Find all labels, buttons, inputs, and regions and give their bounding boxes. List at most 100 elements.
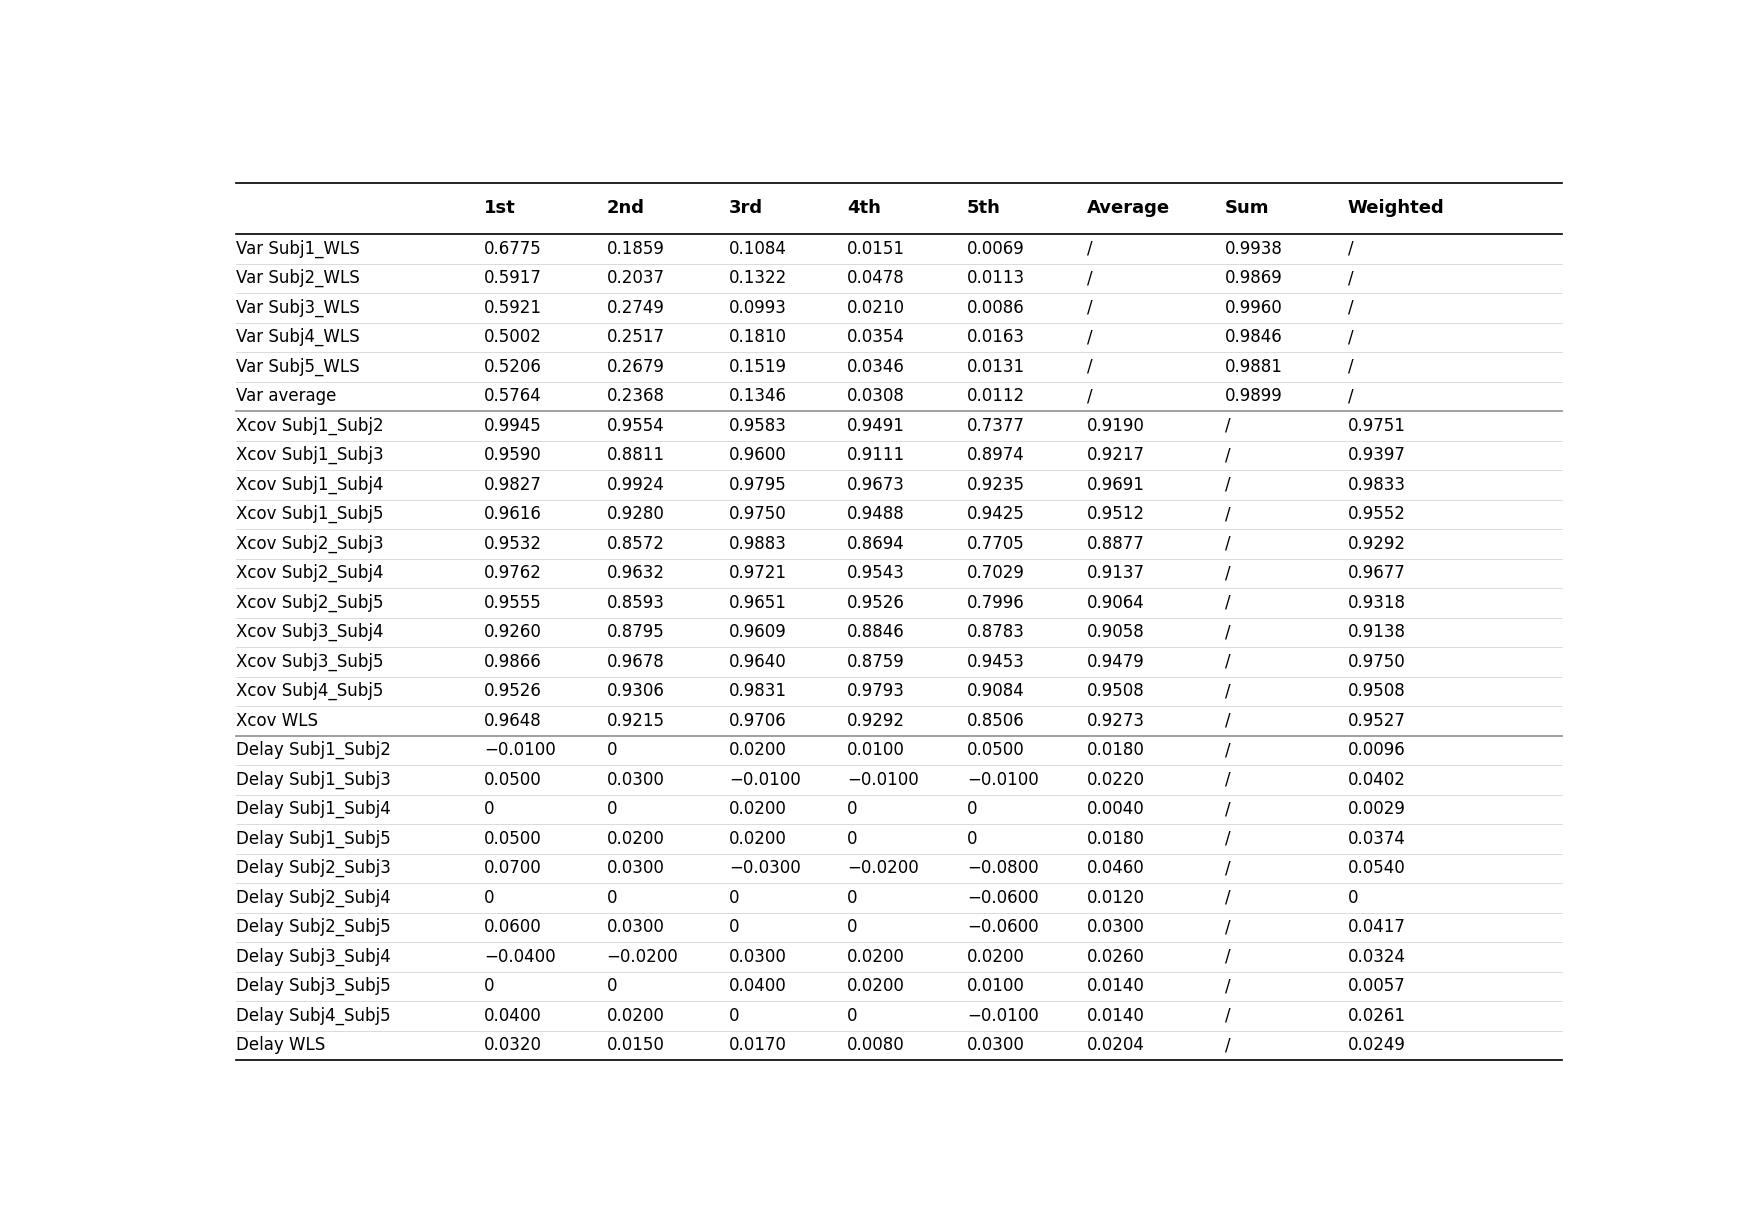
Text: 0.9491: 0.9491 [847,417,905,435]
Text: 0.9762: 0.9762 [484,565,542,582]
Text: Sum: Sum [1226,200,1270,217]
Text: 0.0029: 0.0029 [1347,800,1405,818]
Text: Xcov Subj1_Subj2: Xcov Subj1_Subj2 [235,417,382,435]
Text: /: / [1226,417,1231,435]
Text: Var Subj2_WLS: Var Subj2_WLS [235,269,360,287]
Text: 0.1859: 0.1859 [607,240,665,258]
Text: 0.9084: 0.9084 [966,682,1024,701]
Text: 0.9616: 0.9616 [484,505,542,524]
Text: 0.0300: 0.0300 [607,771,665,789]
Text: 0.9583: 0.9583 [730,417,788,435]
Text: 0.0500: 0.0500 [966,742,1024,759]
Text: 0.9488: 0.9488 [847,505,905,524]
Text: 0.0086: 0.0086 [966,299,1024,316]
Text: 0.8572: 0.8572 [607,534,665,553]
Text: /: / [1226,919,1231,937]
Text: /: / [1086,328,1093,347]
Text: 0.2517: 0.2517 [607,328,665,347]
Text: Weighted: Weighted [1347,200,1444,217]
Text: 0.9508: 0.9508 [1347,682,1405,701]
Text: 2nd: 2nd [607,200,645,217]
Text: 0.2368: 0.2368 [607,388,665,405]
Text: 0.0220: 0.0220 [1086,771,1145,789]
Text: 0.5206: 0.5206 [484,358,542,376]
Text: /: / [1347,240,1352,258]
Text: 0.0400: 0.0400 [730,977,788,995]
Text: /: / [1226,711,1231,730]
Text: −0.0100: −0.0100 [730,771,802,789]
Text: /: / [1226,534,1231,553]
Text: 0.9721: 0.9721 [730,565,788,582]
Text: 0.8846: 0.8846 [847,623,905,641]
Text: 0.5764: 0.5764 [484,388,542,405]
Text: 0.0080: 0.0080 [847,1036,905,1054]
Text: 0.0300: 0.0300 [730,948,788,966]
Text: 0.9924: 0.9924 [607,476,665,493]
Text: 0.0057: 0.0057 [1347,977,1405,995]
Text: 0.9600: 0.9600 [730,446,788,464]
Text: 0.8506: 0.8506 [966,711,1024,730]
Text: Xcov Subj2_Subj5: Xcov Subj2_Subj5 [235,594,382,612]
Text: 0: 0 [966,830,977,847]
Text: 0: 0 [607,977,617,995]
Text: 0.9318: 0.9318 [1347,594,1405,612]
Text: 0.2749: 0.2749 [607,299,665,316]
Text: 0.8795: 0.8795 [607,623,665,641]
Text: 0.0100: 0.0100 [847,742,905,759]
Text: 0: 0 [730,1007,740,1025]
Text: −0.0600: −0.0600 [966,919,1038,937]
Text: /: / [1226,682,1231,701]
Text: 0.9706: 0.9706 [730,711,788,730]
Text: 0.0200: 0.0200 [966,948,1024,966]
Text: Delay Subj4_Subj5: Delay Subj4_Subj5 [235,1007,389,1025]
Text: 0.0300: 0.0300 [1086,919,1144,937]
Text: 0.0374: 0.0374 [1347,830,1405,847]
Text: /: / [1226,771,1231,789]
Text: Var Subj5_WLS: Var Subj5_WLS [235,358,360,376]
Text: 0.0200: 0.0200 [847,977,905,995]
Text: 0.9648: 0.9648 [484,711,542,730]
Text: 0.1519: 0.1519 [730,358,788,376]
Text: 0.0417: 0.0417 [1347,919,1405,937]
Text: 0.9555: 0.9555 [484,594,542,612]
Text: 0.2037: 0.2037 [607,269,665,287]
Text: Delay Subj3_Subj4: Delay Subj3_Subj4 [235,948,391,966]
Text: /: / [1226,830,1231,847]
Text: −0.0800: −0.0800 [966,859,1038,877]
Text: /: / [1347,388,1352,405]
Text: /: / [1226,446,1231,464]
Text: 0.0200: 0.0200 [607,1007,665,1025]
Text: 0.0069: 0.0069 [966,240,1024,258]
Text: 0.1810: 0.1810 [730,328,788,347]
Text: −0.0300: −0.0300 [730,859,802,877]
Text: Delay Subj1_Subj2: Delay Subj1_Subj2 [235,742,391,760]
Text: 0.8811: 0.8811 [607,446,665,464]
Text: 0.0163: 0.0163 [966,328,1024,347]
Text: 0.1084: 0.1084 [730,240,788,258]
Text: 0.8593: 0.8593 [607,594,665,612]
Text: −0.0200: −0.0200 [847,859,919,877]
Text: 0.0150: 0.0150 [607,1036,665,1054]
Text: /: / [1226,859,1231,877]
Text: Delay Subj3_Subj5: Delay Subj3_Subj5 [235,977,391,995]
Text: 0.9526: 0.9526 [484,682,542,701]
Text: 0: 0 [607,742,617,759]
Text: −0.0100: −0.0100 [484,742,556,759]
Text: Xcov Subj4_Subj5: Xcov Subj4_Subj5 [235,682,382,701]
Text: /: / [1226,505,1231,524]
Text: −0.0100: −0.0100 [966,1007,1038,1025]
Text: 0: 0 [847,830,858,847]
Text: Var Subj3_WLS: Var Subj3_WLS [235,298,360,318]
Text: −0.0100: −0.0100 [847,771,919,789]
Text: 0.9217: 0.9217 [1086,446,1145,464]
Text: 0.9677: 0.9677 [1347,565,1405,582]
Text: 0.9691: 0.9691 [1086,476,1144,493]
Text: 0: 0 [847,800,858,818]
Text: 3rd: 3rd [730,200,763,217]
Text: 0.9827: 0.9827 [484,476,542,493]
Text: 0.8694: 0.8694 [847,534,905,553]
Text: /: / [1226,594,1231,612]
Text: 0.0200: 0.0200 [847,948,905,966]
Text: 0.7377: 0.7377 [966,417,1024,435]
Text: Xcov Subj1_Subj3: Xcov Subj1_Subj3 [235,446,382,464]
